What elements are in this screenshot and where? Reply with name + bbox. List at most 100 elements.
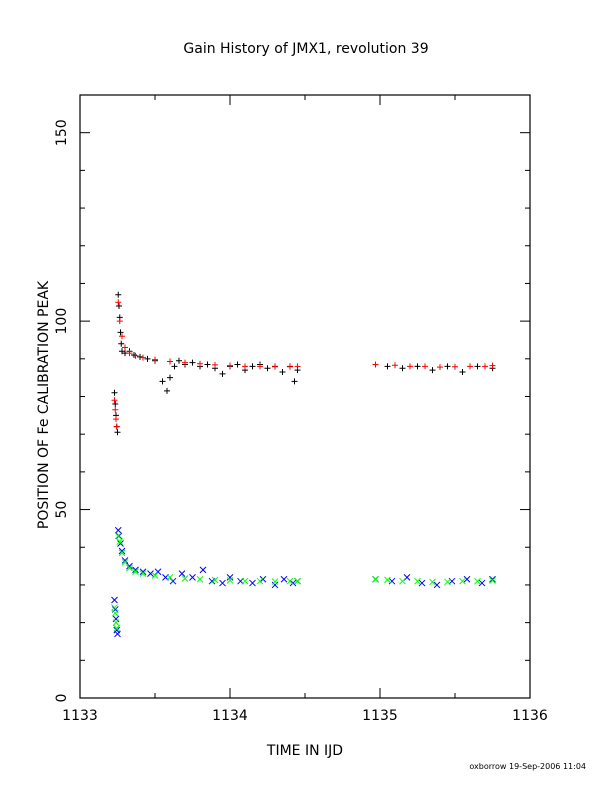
- data-point: [140, 354, 146, 361]
- data-point: [132, 568, 139, 576]
- data-point: [429, 578, 436, 586]
- data-point: [271, 578, 279, 585]
- footer-credit: oxborrow 19-Sep-2006 11:04: [469, 762, 586, 771]
- data-point: [467, 363, 473, 370]
- data-point: [204, 361, 211, 368]
- data-point: [116, 538, 124, 545]
- data-point: [227, 362, 233, 369]
- data-point: [271, 581, 279, 589]
- data-point: [171, 363, 178, 370]
- data-point: [286, 577, 294, 585]
- data-point: [294, 577, 301, 585]
- data-point: [119, 333, 125, 340]
- data-point: [372, 361, 379, 368]
- data-point: [139, 568, 147, 576]
- data-point: [117, 329, 124, 336]
- y-axis: 0 50 100 150: [54, 94, 530, 703]
- data-point: [189, 574, 196, 581]
- data-point: [407, 363, 413, 370]
- data-point: [147, 570, 154, 577]
- data-point: [219, 370, 226, 377]
- data-point: [113, 416, 119, 423]
- x-axis: 1133 1134 1135 1136: [62, 95, 548, 724]
- data-point: [422, 363, 428, 370]
- data-point: [178, 570, 186, 577]
- data-point: [113, 624, 121, 632]
- x-tick-label: 1136: [512, 708, 548, 724]
- data-point: [189, 359, 196, 366]
- data-point: [117, 540, 124, 547]
- data-point: [289, 579, 297, 587]
- data-point: [197, 360, 203, 367]
- data-point: [126, 564, 133, 572]
- data-point: [388, 577, 396, 585]
- data-point: [211, 576, 219, 584]
- data-point: [166, 574, 174, 581]
- data-point: [137, 353, 143, 360]
- y-tick-label: 50: [54, 501, 70, 519]
- chart-title: Gain History of JMX1, revolution 39: [183, 41, 428, 57]
- plot-frame: [79, 94, 531, 699]
- data-point: [132, 352, 139, 359]
- data-point: [241, 577, 249, 585]
- data-point: [196, 575, 204, 583]
- y-tick-label: 150: [54, 119, 70, 146]
- data-point: [126, 350, 133, 357]
- data-point: [384, 363, 391, 370]
- data-point: [112, 619, 120, 626]
- data-point: [399, 577, 406, 585]
- data-point: [111, 596, 118, 604]
- data-point: [132, 566, 139, 574]
- data-point: [111, 397, 118, 404]
- data-point: [384, 576, 391, 584]
- data-point: [474, 363, 481, 370]
- data-point: [139, 570, 147, 577]
- data-point: [122, 344, 128, 351]
- data-point: [151, 572, 159, 579]
- data-point: [144, 355, 151, 362]
- data-point: [126, 562, 133, 570]
- series-cross: [111, 532, 496, 632]
- data-point: [116, 318, 123, 325]
- data-point: [116, 303, 122, 310]
- data-point: [249, 579, 256, 587]
- data-point: [399, 365, 406, 372]
- data-point: [259, 575, 267, 583]
- data-point: [199, 566, 207, 574]
- data-point: [182, 359, 188, 366]
- data-point: [489, 362, 496, 369]
- y-tick-label: 0: [54, 694, 70, 703]
- data-point: [372, 575, 379, 583]
- data-point: [418, 579, 426, 587]
- data-point: [115, 299, 122, 306]
- y-axis-label: POSITION OF Fe CALIBRATION PEAK: [36, 280, 52, 529]
- data-point: [414, 577, 421, 585]
- data-point: [159, 378, 166, 385]
- x-tick-label: 1135: [362, 708, 398, 724]
- data-point: [176, 357, 182, 364]
- data-point: [226, 577, 234, 584]
- data-point: [249, 363, 256, 370]
- data-point: [114, 630, 121, 638]
- x-tick-label: 1133: [62, 708, 98, 724]
- data-point: [167, 358, 173, 365]
- series-plus: [111, 291, 496, 436]
- data-point: [459, 577, 466, 585]
- data-point: [256, 577, 264, 585]
- x-tick-label: 1134: [212, 708, 248, 724]
- data-point: [111, 609, 119, 617]
- data-point: [437, 364, 443, 371]
- data-point: [114, 429, 121, 436]
- y-tick-label: 100: [54, 308, 70, 335]
- data-point: [257, 363, 263, 370]
- data-point: [114, 526, 122, 534]
- data-point: [169, 577, 177, 585]
- data-point: [167, 374, 173, 381]
- data-point: [287, 363, 293, 370]
- data-point: [478, 579, 486, 587]
- data-point: [234, 361, 241, 368]
- series-plus: [111, 299, 496, 430]
- data-point: [118, 547, 126, 555]
- data-point: [242, 363, 248, 370]
- data-point: [489, 577, 496, 584]
